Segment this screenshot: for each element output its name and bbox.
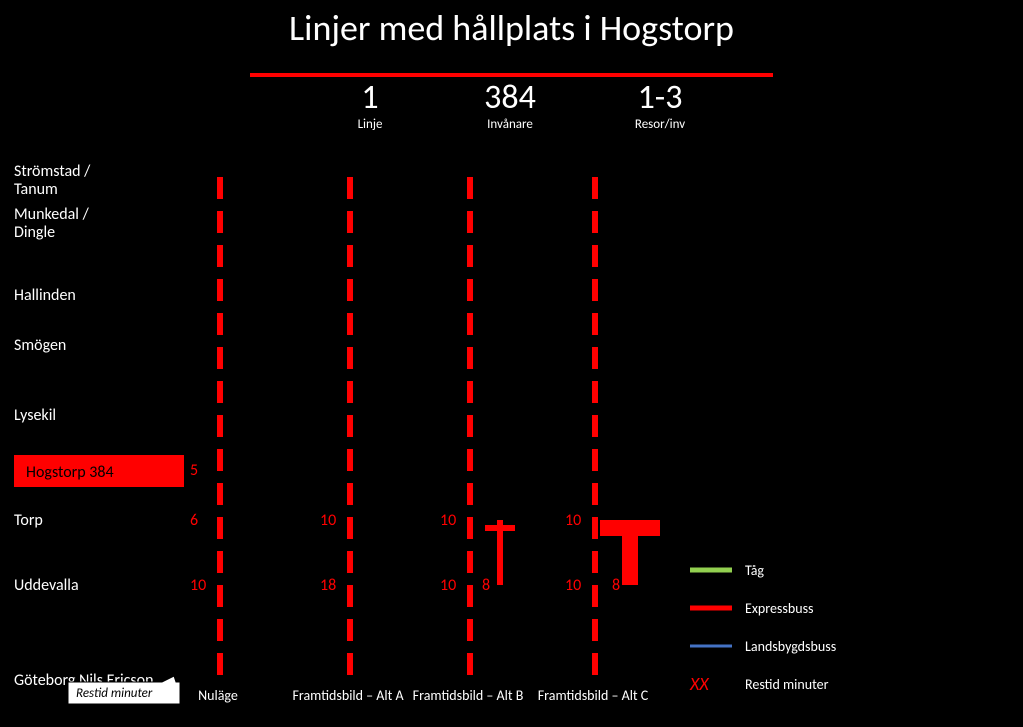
column-label: Framtidsbild – Alt C — [538, 687, 649, 704]
row-label-2: Tanum — [14, 180, 58, 199]
restid-value: 10 — [440, 576, 456, 595]
kpi-value: 384 — [484, 77, 536, 118]
focus-row-label: Hogstorp 384 — [26, 463, 114, 482]
restid-value: 6 — [190, 511, 198, 530]
restid-value: 10 — [565, 511, 581, 530]
legend-label: Tåg — [745, 562, 764, 579]
row-label: Smögen — [14, 336, 66, 355]
kpi-value: 1-3 — [638, 77, 683, 118]
column-label: Framtidsbild – Alt A — [292, 687, 404, 704]
row-label: Strömstad / — [14, 162, 91, 181]
restid-value: 10 — [565, 576, 581, 595]
page-title: Linjer med hållplats i Hogstorp — [289, 6, 734, 50]
kpi-value: 1 — [361, 77, 378, 118]
column-label: Nuläge — [198, 687, 238, 704]
restid-value: 8 — [612, 576, 620, 595]
restid-value: 8 — [482, 576, 490, 595]
legend-sample: XX — [689, 673, 709, 695]
restid-value: 10 — [440, 511, 456, 530]
callout-text: Restid minuter — [76, 686, 153, 701]
column-label: Framtidsbild – Alt B — [413, 687, 524, 704]
restid-value: 5 — [190, 461, 198, 480]
row-label: Torp — [14, 511, 43, 530]
diagram-root: Linjer med hållplats i Hogstorp 1Linje 384… — [0, 0, 1023, 727]
restid-value: 18 — [320, 576, 336, 595]
legend-label: Expressbuss — [745, 600, 814, 617]
legend-label: Landsbygdsbuss — [745, 638, 836, 655]
row-label: Munkedal / — [14, 205, 90, 224]
row-label: Hallinden — [14, 286, 76, 305]
kpi-label: Invånare — [487, 117, 533, 132]
kpi-label: Linje — [358, 117, 383, 132]
legend-label: Restid minuter — [745, 676, 829, 693]
row-label-2: Dingle — [14, 223, 55, 242]
kpi-label: Resor/inv — [635, 117, 685, 132]
restid-value: 10 — [190, 576, 206, 595]
row-label: Lysekil — [14, 406, 56, 425]
row-label: Uddevalla — [14, 576, 79, 595]
restid-value: 10 — [320, 511, 336, 530]
